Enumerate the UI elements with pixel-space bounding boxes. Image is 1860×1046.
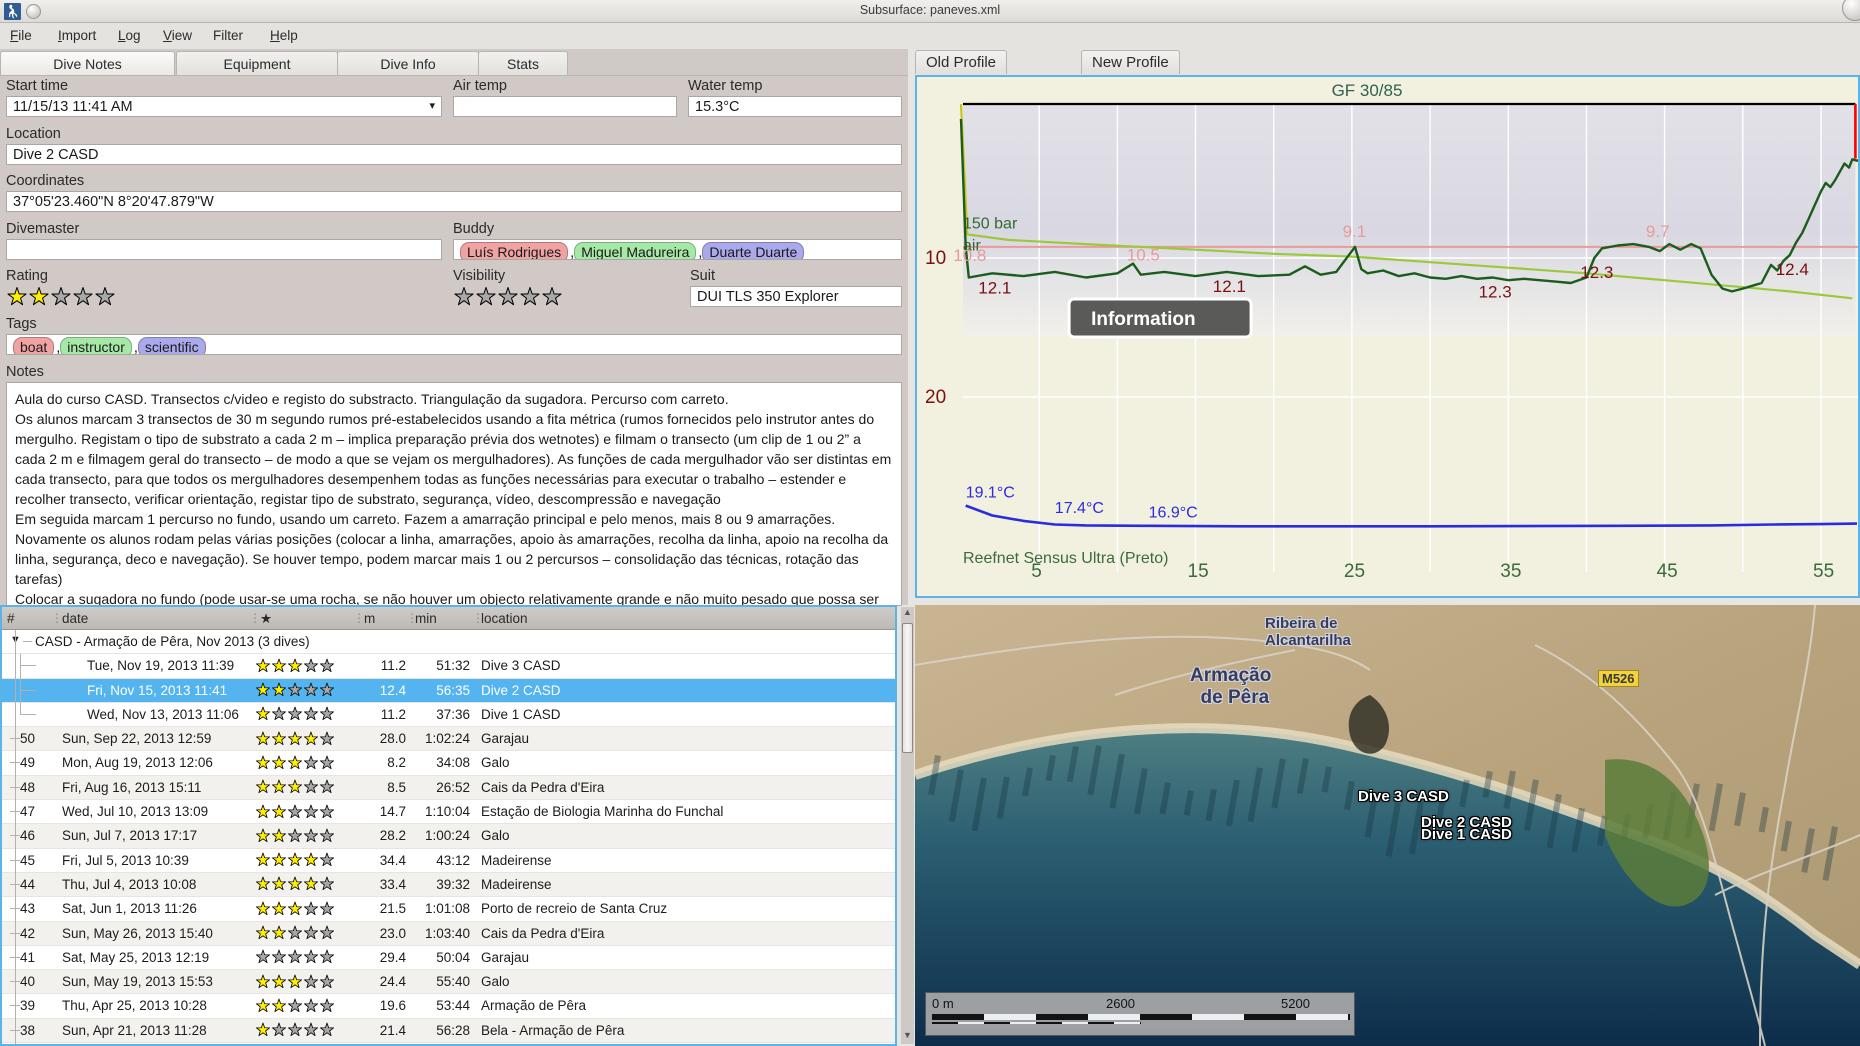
svg-text:15: 15 — [1188, 561, 1209, 582]
svg-text:9.1: 9.1 — [1343, 222, 1367, 241]
svg-text:16.9°C: 16.9°C — [1149, 504, 1198, 521]
svg-text:10: 10 — [925, 248, 946, 269]
svg-text:12.4: 12.4 — [1776, 260, 1809, 279]
svg-text:9.7: 9.7 — [1646, 222, 1670, 241]
svg-text:12.1: 12.1 — [1213, 277, 1246, 296]
svg-text:10.8: 10.8 — [953, 246, 986, 265]
svg-text:12.3: 12.3 — [1479, 283, 1512, 302]
svg-text:10.5: 10.5 — [1127, 246, 1160, 265]
svg-text:12.3: 12.3 — [1580, 263, 1613, 282]
svg-text:GF 30/85: GF 30/85 — [1332, 81, 1403, 100]
svg-text:19.1°C: 19.1°C — [966, 485, 1015, 502]
svg-text:Information: Information — [1091, 309, 1196, 330]
svg-text:150 bar: 150 bar — [963, 215, 1018, 232]
svg-text:17.4°C: 17.4°C — [1055, 500, 1104, 517]
svg-text:55: 55 — [1813, 561, 1834, 582]
svg-text:Reefnet Sensus Ultra (Preto): Reefnet Sensus Ultra (Preto) — [963, 550, 1168, 567]
svg-text:25: 25 — [1344, 561, 1365, 582]
svg-text:20: 20 — [925, 387, 946, 408]
svg-text:45: 45 — [1657, 561, 1678, 582]
svg-text:35: 35 — [1500, 561, 1521, 582]
svg-text:12.1: 12.1 — [978, 278, 1011, 297]
